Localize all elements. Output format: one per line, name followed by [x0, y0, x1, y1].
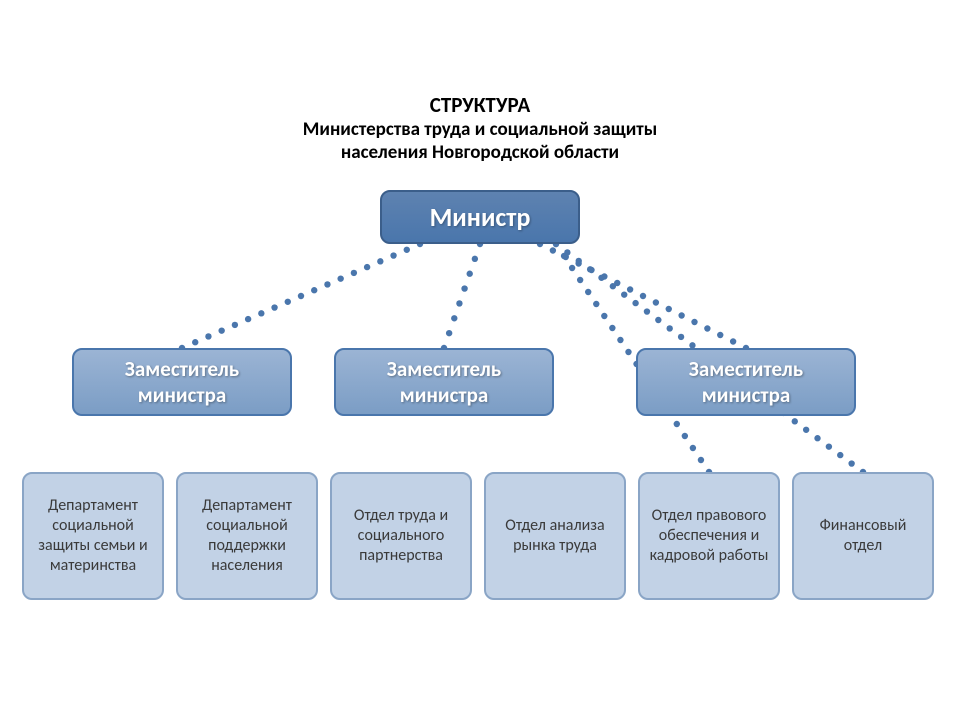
department-label: Финансовый отдел	[800, 516, 926, 556]
title-line1: СТРУКТУРА	[0, 92, 960, 118]
department-node: Департамент социальной защиты семьи и ма…	[22, 472, 164, 600]
department-node: Отдел правового обеспечения и кадровой р…	[638, 472, 780, 600]
department-node: Отдел анализа рынка труда	[484, 472, 626, 600]
deputy-label-line2: министра	[125, 382, 239, 408]
title-line2: Министерства труда и социальной защиты	[0, 118, 960, 141]
deputy-label-line1: Заместитель	[689, 356, 803, 382]
minister-label: Министр	[430, 201, 531, 233]
department-node: Финансовый отдел	[792, 472, 934, 600]
deputy-label-line2: министра	[689, 382, 803, 408]
department-node: Департамент социальной поддержки населен…	[176, 472, 318, 600]
title-block: СТРУКТУРА Министерства труда и социально…	[0, 92, 960, 164]
department-label: Департамент социальной поддержки населен…	[184, 496, 310, 576]
department-node: Отдел труда и социального партнерства	[330, 472, 472, 600]
department-label: Отдел труда и социального партнерства	[338, 506, 464, 566]
deputy-node: Заместительминистра	[334, 348, 554, 416]
minister-node: Министр	[380, 190, 580, 244]
department-label: Отдел анализа рынка труда	[492, 516, 618, 556]
deputy-label-line2: министра	[387, 382, 501, 408]
department-label: Департамент социальной защиты семьи и ма…	[30, 496, 156, 576]
deputy-node: Заместительминистра	[72, 348, 292, 416]
deputy-label-line1: Заместитель	[387, 356, 501, 382]
department-label: Отдел правового обеспечения и кадровой р…	[646, 506, 772, 566]
deputy-node: Заместительминистра	[636, 348, 856, 416]
title-line3: населения Новгородской области	[0, 141, 960, 164]
deputy-label-line1: Заместитель	[125, 356, 239, 382]
